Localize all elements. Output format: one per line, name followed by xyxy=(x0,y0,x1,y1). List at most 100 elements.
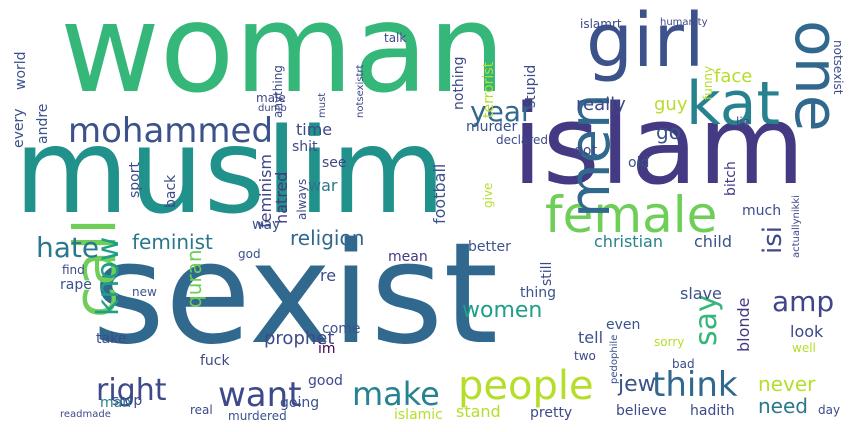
word-rape: rape xyxy=(60,277,92,293)
word-man: man xyxy=(100,395,132,411)
word-come: come xyxy=(322,321,361,337)
word-year: year xyxy=(470,95,533,128)
word-thing: thing xyxy=(520,285,557,301)
word-blonde: blonde xyxy=(734,297,753,352)
word-day: day xyxy=(818,403,841,417)
word-hate: hate xyxy=(36,231,100,264)
word-better: better xyxy=(468,239,511,255)
word-religion: religion xyxy=(290,226,365,250)
word-sport: sport xyxy=(127,162,143,198)
word-lie: lie xyxy=(736,115,751,129)
word-mean: mean xyxy=(388,249,428,265)
word-jew: jew xyxy=(618,372,656,397)
word-actuallynikki: actuallynikki xyxy=(791,195,802,258)
word-old: old xyxy=(628,155,650,171)
word-want: want xyxy=(218,375,302,415)
word-talk: talk xyxy=(384,31,407,45)
word-bad: bad xyxy=(672,357,695,371)
word-murdered: murdered xyxy=(228,409,287,423)
word-prophet: prophet xyxy=(264,328,335,349)
word-find: find xyxy=(62,263,85,277)
word-think: think xyxy=(652,365,738,405)
word-female: female xyxy=(545,186,718,244)
word-funny: funny xyxy=(701,65,715,100)
word-male: male xyxy=(256,91,286,105)
word-declared: declared xyxy=(496,133,548,147)
word-really: really xyxy=(576,94,626,115)
word-even: even xyxy=(606,317,641,333)
word-islamic: islamic xyxy=(394,407,443,423)
word-fuck: fuck xyxy=(200,353,230,369)
word-sorry: sorry xyxy=(654,335,685,349)
word-real: real xyxy=(190,403,213,417)
word-im: im xyxy=(318,341,336,357)
word-slave: slave xyxy=(680,284,722,303)
word-give: give xyxy=(481,182,495,208)
word-shit: shit xyxy=(292,139,318,155)
word-notsexist: notsexist xyxy=(831,40,845,95)
word-football: football xyxy=(430,163,449,224)
word-got: got xyxy=(574,143,597,159)
word-still: still xyxy=(539,261,555,286)
word-time: time xyxy=(296,120,333,139)
word-face: face xyxy=(714,66,753,87)
word-woman: woman xyxy=(60,0,506,120)
word-murder: murder xyxy=(466,119,518,135)
word-andre: andre xyxy=(35,103,51,144)
word-god: god xyxy=(238,247,261,261)
word-need: need xyxy=(758,394,808,418)
word-feminist: feminist xyxy=(132,230,213,254)
word-see: see xyxy=(322,155,347,171)
word-stand: stand xyxy=(456,402,501,421)
word-world: world xyxy=(13,51,29,90)
word-re: re xyxy=(320,266,337,285)
word-never: never xyxy=(758,372,816,396)
word-kat: kat xyxy=(686,69,780,139)
word-quran: quran xyxy=(182,249,206,308)
word-tell: tell xyxy=(578,328,604,347)
word-sexist: sexist xyxy=(92,213,499,376)
word-amp: amp xyxy=(772,285,835,318)
word-women: women xyxy=(462,298,543,323)
word-look: look xyxy=(790,322,824,341)
word-pretty: pretty xyxy=(530,405,573,421)
word-mohammed: mohammed xyxy=(68,111,274,151)
word-right: right xyxy=(96,373,167,408)
word-take: take xyxy=(96,331,127,347)
word-new: new xyxy=(132,285,157,299)
word-islam: islam xyxy=(512,81,805,209)
word-pedophile: pedophile xyxy=(609,334,620,384)
word-christian: christian xyxy=(594,232,663,251)
word-hadith: hadith xyxy=(690,403,735,419)
word-make: make xyxy=(352,375,440,413)
word-muslim: muslim xyxy=(14,102,446,240)
word-readmade: readmade xyxy=(60,409,111,420)
word-dumb: dumb xyxy=(258,103,287,114)
word-well: well xyxy=(792,341,816,355)
word-must: must xyxy=(317,92,328,118)
word-go: go xyxy=(656,120,681,144)
word-always: always xyxy=(295,178,309,220)
word-good: good xyxy=(308,373,343,389)
word-war: war xyxy=(308,176,338,195)
word-stop: stop xyxy=(112,393,143,409)
word-child: child xyxy=(694,232,732,251)
word-two: two xyxy=(574,349,596,363)
word-isi: isi xyxy=(758,226,788,254)
word-guy: guy xyxy=(654,94,688,115)
word-stupid: stupid xyxy=(523,64,539,108)
word-nothing: nothing xyxy=(451,56,467,110)
word-people: people xyxy=(458,363,594,409)
word-humanity: humanity xyxy=(660,17,708,28)
word-terrorist: terrorist xyxy=(481,61,497,118)
word-every: every xyxy=(11,108,27,148)
word-islamrt: islamrt xyxy=(580,17,622,31)
word-girl: girl xyxy=(586,0,705,84)
word-believe: believe xyxy=(616,403,667,419)
word-going: going xyxy=(280,395,320,411)
word-notsexistrt: notsexistrt xyxy=(355,64,366,118)
word-much: much xyxy=(742,203,782,219)
word-back: back xyxy=(163,174,179,208)
word-way: way xyxy=(252,217,281,233)
